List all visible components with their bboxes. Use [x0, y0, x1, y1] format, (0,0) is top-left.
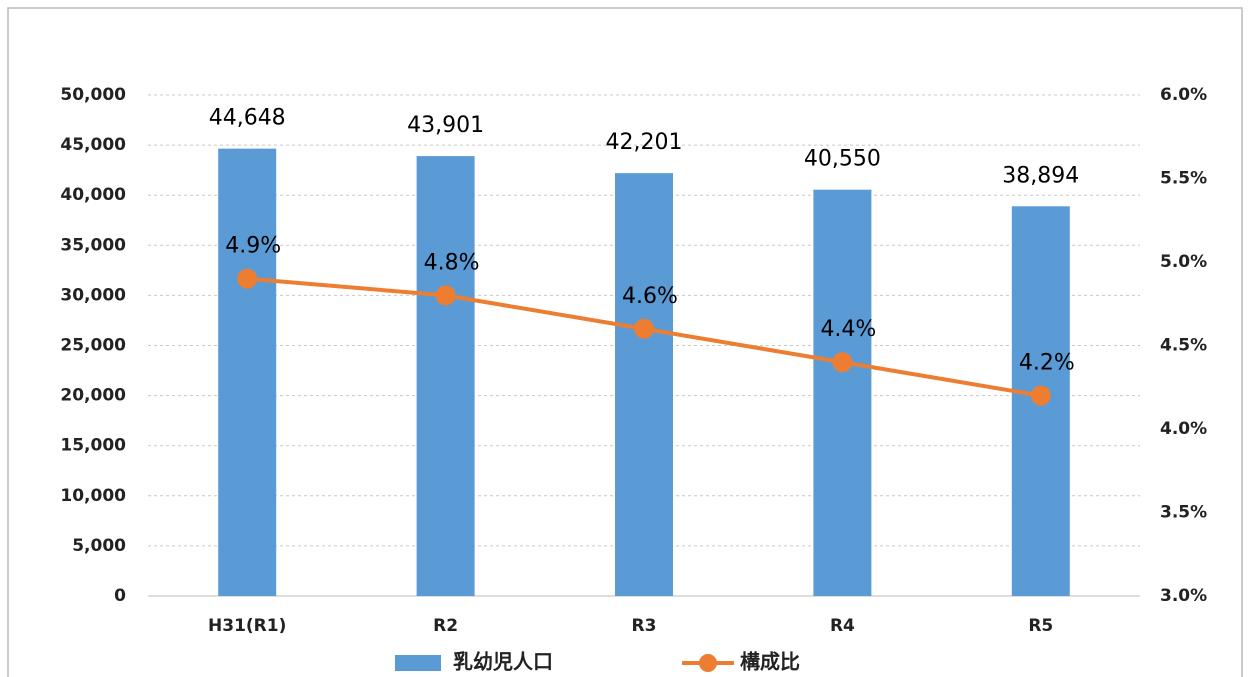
- y2-tick-label: 4.5%: [1160, 336, 1207, 356]
- line-marker: [435, 285, 456, 306]
- bar-value-label: 40,550: [804, 147, 881, 172]
- bar: [218, 148, 277, 596]
- y-tick-label: 40,000: [60, 185, 126, 205]
- y2-tick-label: 5.5%: [1160, 169, 1207, 189]
- x-tick-label: H31(R1): [208, 616, 286, 636]
- bar-value-label: 38,894: [1002, 163, 1079, 188]
- x-tick-label: R5: [1028, 616, 1053, 636]
- y-tick-label: 20,000: [60, 386, 126, 406]
- line-marker: [832, 352, 853, 373]
- bar-value-label: 44,648: [209, 106, 286, 131]
- y2-tick-label: 4.0%: [1160, 419, 1207, 439]
- y-tick-label: 35,000: [60, 235, 126, 255]
- bar: [813, 189, 872, 596]
- x-tick-label: R3: [632, 616, 657, 636]
- line-marker: [237, 268, 258, 289]
- y-tick-label: 50,000: [60, 85, 126, 105]
- line-marker: [1030, 385, 1051, 406]
- x-tick-label: R2: [433, 616, 458, 636]
- y2-tick-label: 3.5%: [1160, 503, 1207, 523]
- legend-label: 乳幼児人口: [453, 650, 553, 674]
- y-tick-label: 15,000: [60, 436, 126, 456]
- line-value-label: 4.8%: [424, 250, 480, 275]
- y2-tick-label: 5.0%: [1160, 252, 1207, 272]
- line-value-label: 4.4%: [820, 317, 876, 342]
- line-value-label: 4.2%: [1019, 351, 1075, 376]
- y-tick-label: 30,000: [60, 285, 126, 305]
- bar: [416, 156, 475, 596]
- legend-label: 構成比: [740, 650, 800, 674]
- line-value-label: 4.9%: [225, 234, 281, 259]
- y-tick-label: 5,000: [72, 536, 126, 556]
- y-tick-label: 0: [114, 586, 126, 606]
- bar: [615, 173, 673, 596]
- legend-swatch: [395, 655, 441, 671]
- y2-tick-label: 6.0%: [1160, 85, 1207, 105]
- x-tick-label: R4: [830, 616, 855, 636]
- y-tick-label: 45,000: [60, 135, 126, 155]
- y-tick-label: 25,000: [60, 336, 126, 356]
- legend-marker: [699, 654, 717, 672]
- bar-value-label: 43,901: [407, 113, 484, 138]
- line-value-label: 4.6%: [622, 284, 678, 309]
- line-marker: [634, 318, 654, 339]
- y-tick-label: 10,000: [60, 486, 126, 506]
- y2-tick-label: 3.0%: [1160, 586, 1207, 606]
- bar-value-label: 42,201: [606, 130, 683, 155]
